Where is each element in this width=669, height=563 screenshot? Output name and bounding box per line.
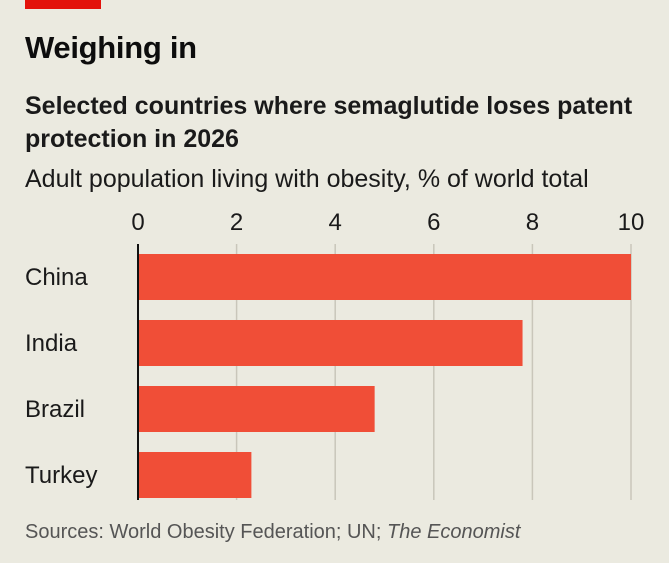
source-publication: The Economist xyxy=(387,521,521,543)
chart-description: Adult population living with obesity, % … xyxy=(25,165,589,193)
x-tick-label: 6 xyxy=(427,209,440,236)
bar xyxy=(138,320,523,366)
chart-subtitle: Selected countries where semaglutide los… xyxy=(25,92,633,153)
bar xyxy=(138,452,252,498)
accent-tag xyxy=(25,0,101,9)
bar xyxy=(138,386,375,432)
category-label: Brazil xyxy=(25,396,85,423)
category-label: India xyxy=(25,330,78,357)
x-tick-label: 2 xyxy=(230,209,243,236)
x-tick-label: 0 xyxy=(131,209,144,236)
x-tick-label: 10 xyxy=(618,209,645,236)
source-prefix: Sources: World Obesity Federation; UN; xyxy=(25,521,387,543)
chart-title: Weighing in xyxy=(25,30,197,65)
bar xyxy=(138,254,631,300)
x-tick-label: 4 xyxy=(329,209,342,236)
source-note: Sources: World Obesity Federation; UN; T… xyxy=(25,521,520,544)
category-label: China xyxy=(25,264,88,291)
x-tick-label: 8 xyxy=(526,209,539,236)
category-label: Turkey xyxy=(25,462,97,489)
